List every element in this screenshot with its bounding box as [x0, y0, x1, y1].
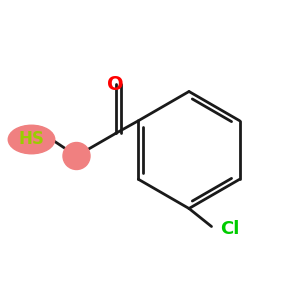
- Ellipse shape: [8, 125, 55, 154]
- Circle shape: [63, 142, 90, 170]
- Text: O: O: [107, 74, 124, 94]
- Text: Cl: Cl: [220, 220, 240, 238]
- Text: HS: HS: [19, 130, 44, 148]
